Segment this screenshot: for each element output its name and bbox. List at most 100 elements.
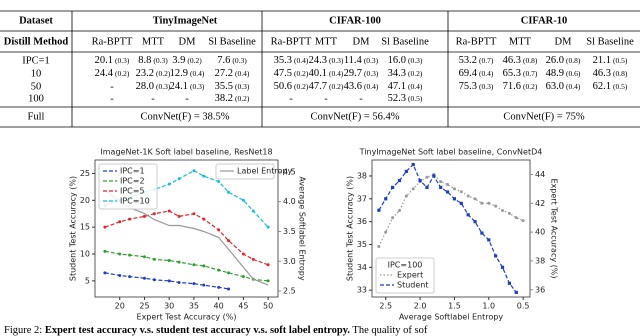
cell-std: (0.2) bbox=[294, 82, 309, 91]
x-tick-label: 2.0 bbox=[414, 302, 427, 311]
table-cell: 69.4 (0.4) bbox=[459, 68, 494, 79]
table-cell: 63.0 (0.4) bbox=[546, 81, 581, 92]
legend-label: IPC=5 bbox=[120, 187, 145, 196]
cell-std: (0.5) bbox=[408, 94, 423, 103]
point bbox=[118, 220, 122, 224]
table-cell: 38.2 (0.2) bbox=[215, 93, 250, 104]
point bbox=[152, 212, 156, 216]
y-tick-label: 34 bbox=[357, 263, 367, 272]
y2-tick-label: 3.5 bbox=[283, 227, 296, 236]
point bbox=[142, 214, 146, 218]
table-cell: 65.3 (0.7) bbox=[503, 68, 538, 79]
cell-mean: 21.1 bbox=[593, 55, 611, 66]
cell-std: (0.2) bbox=[115, 69, 130, 78]
table-cell: 8.8 (0.3) bbox=[138, 55, 168, 66]
point bbox=[202, 283, 206, 287]
point bbox=[128, 275, 132, 279]
table-cell: 46.3 (0.8) bbox=[593, 68, 628, 79]
legend-title: IPC=100 bbox=[388, 261, 423, 270]
figure-caption: Figure 2: Expert test accuracy v.s. stud… bbox=[4, 325, 428, 336]
caption-text: The quality of sof bbox=[350, 325, 428, 336]
point bbox=[241, 252, 245, 256]
cell-mean: 65.3 bbox=[503, 68, 521, 79]
caption-label: Figure 2: bbox=[4, 325, 45, 336]
table-cell: - bbox=[324, 93, 328, 104]
table-group-header: TinyImageNet bbox=[153, 15, 218, 26]
legend-label: IPC=10 bbox=[120, 197, 150, 206]
point bbox=[494, 254, 498, 258]
point bbox=[142, 276, 146, 280]
cell-mean: 47.1 bbox=[388, 81, 406, 92]
y2-axis-label: Expert Test Accuracy (%) bbox=[550, 179, 559, 279]
cell-mean: 12.9 bbox=[170, 68, 188, 79]
y-tick-label: 20 bbox=[80, 196, 90, 205]
point bbox=[411, 162, 415, 167]
cell-mean: 48.9 bbox=[546, 68, 564, 79]
point bbox=[241, 275, 245, 279]
table-cell: 71.6 (0.2) bbox=[503, 81, 538, 92]
table-cell: - bbox=[151, 93, 155, 104]
cell-mean: 47.5 bbox=[274, 68, 292, 79]
x-tick-label: 1.5 bbox=[448, 302, 461, 311]
legend-label: Student bbox=[397, 281, 429, 290]
point bbox=[500, 265, 505, 269]
caption-bold: Expert test accuracy v.s. student test a… bbox=[45, 325, 351, 336]
point bbox=[404, 194, 408, 198]
point bbox=[266, 225, 270, 229]
cell-mean: 23.2 bbox=[136, 68, 154, 79]
table-cell: 75.3 (0.3) bbox=[459, 81, 494, 92]
cell-std: (0.4) bbox=[190, 69, 205, 78]
legend-box bbox=[375, 257, 435, 294]
cell-mean: 52.3 bbox=[388, 93, 406, 104]
cell-mean: 63.0 bbox=[546, 81, 564, 92]
point bbox=[473, 197, 477, 201]
x-tick-label: 45 bbox=[238, 302, 248, 311]
point bbox=[227, 271, 231, 275]
table-method: MTT bbox=[509, 36, 532, 47]
table-method: DM bbox=[353, 36, 371, 47]
point bbox=[514, 290, 518, 295]
point bbox=[227, 190, 231, 194]
table-cell: 29.7 (0.3) bbox=[344, 68, 379, 79]
y-tick-label: 15 bbox=[80, 223, 90, 232]
table-method: DM bbox=[555, 36, 573, 47]
y2-axis-label: Average Softlabel Entropy bbox=[298, 176, 307, 280]
point bbox=[487, 201, 491, 205]
point bbox=[452, 197, 457, 201]
point bbox=[177, 280, 181, 284]
point bbox=[202, 264, 206, 268]
x-tick-label: 35 bbox=[189, 302, 199, 311]
chart-title: ImageNet-1K Soft label baseline, ResNet1… bbox=[100, 148, 272, 157]
point bbox=[227, 287, 231, 291]
cell-mean: 75.3 bbox=[459, 81, 477, 92]
y2-tick-label: 38 bbox=[535, 256, 545, 265]
point bbox=[466, 213, 470, 217]
point bbox=[167, 258, 171, 262]
cell-std: (0.3) bbox=[329, 56, 344, 65]
y-axis-label: Student Test Accuracy (%) bbox=[69, 176, 78, 281]
table-method: Sl Baseline bbox=[381, 36, 429, 47]
table-cell: 7.6 (0.3) bbox=[217, 55, 247, 66]
y2-tick-label: 2.5 bbox=[283, 287, 296, 296]
point bbox=[192, 263, 196, 267]
x-tick-label: 0.5 bbox=[517, 302, 530, 311]
y2-tick-label: 40 bbox=[535, 228, 545, 237]
cell-mean: 24.1 bbox=[170, 81, 188, 92]
cell-std: (0.2) bbox=[408, 69, 423, 78]
y2-tick-label: 3.0 bbox=[283, 257, 296, 266]
point bbox=[177, 260, 181, 264]
x-tick-label: 25 bbox=[139, 302, 149, 311]
y-tick-label: 36 bbox=[357, 217, 367, 226]
cell-std: (0.8) bbox=[566, 56, 581, 65]
cell-mean: 40.1 bbox=[309, 68, 327, 79]
cell-std: (0.3) bbox=[364, 69, 379, 78]
table-method: Sl Baseline bbox=[208, 36, 256, 47]
point bbox=[103, 249, 107, 253]
cell-std: (0.3) bbox=[479, 82, 494, 91]
cell-std: (0.5) bbox=[613, 56, 628, 65]
x-tick-label: 40 bbox=[214, 302, 224, 311]
point bbox=[202, 174, 206, 178]
cell-mean: 24.3 bbox=[309, 55, 327, 66]
table-row-label: IPC=1 bbox=[22, 55, 50, 66]
x-tick-label: 20 bbox=[115, 302, 125, 311]
